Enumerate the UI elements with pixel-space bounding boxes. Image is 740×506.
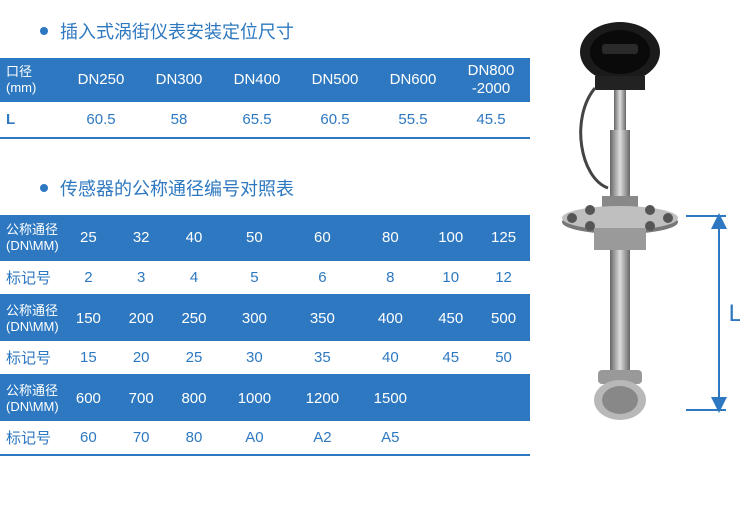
label: (mm) [6, 80, 60, 96]
cell: 250 [168, 295, 221, 341]
cell: 25 [62, 215, 115, 261]
table-row: 公称通径(DN\MM)600700800100012001500 [0, 375, 530, 421]
cell: 30 [220, 341, 288, 375]
cell: 450 [424, 295, 477, 341]
col: DN400 [218, 58, 296, 102]
cell: 100 [424, 215, 477, 261]
label: (DN\MM) [6, 238, 60, 254]
cell: A2 [288, 421, 356, 455]
flowmeter-icon [550, 18, 690, 458]
col: DN500 [296, 58, 374, 102]
col: DN600 [374, 58, 452, 102]
head-mark: 标记号 [0, 261, 62, 295]
cell: 70 [115, 421, 168, 455]
head-caliber: 口径 (mm) [0, 58, 62, 102]
head-dn: 公称通径(DN\MM) [0, 215, 62, 261]
table-dimensions: 口径 (mm) DN250 DN300 DN400 DN500 DN600 DN… [0, 58, 530, 139]
cell: 200 [115, 295, 168, 341]
cell: 125 [477, 215, 530, 261]
label: (DN\MM) [6, 399, 60, 415]
cell: 32 [115, 215, 168, 261]
head-dn: 公称通径(DN\MM) [0, 375, 62, 421]
table-reference: 公称通径(DN\MM)253240506080100125标记号23456810… [0, 215, 530, 456]
arrow-up-icon [711, 213, 727, 229]
cell: 2 [62, 261, 115, 295]
dim-tick [686, 409, 726, 411]
head-dn: 公称通径(DN\MM) [0, 295, 62, 341]
cell: 45.5 [452, 102, 530, 138]
cell: 1000 [220, 375, 288, 421]
cell: 20 [115, 341, 168, 375]
cell: 5 [220, 261, 288, 295]
cell: 1500 [356, 375, 424, 421]
table-row: 公称通径(DN\MM)253240506080100125 [0, 215, 530, 261]
cell: 150 [62, 295, 115, 341]
section2-title: 传感器的公称通径编号对照表 [0, 167, 530, 215]
cell: 50 [477, 341, 530, 375]
cell: 1200 [288, 375, 356, 421]
device-diagram: L [530, 0, 740, 506]
tables-panel: 插入式涡街仪表安装定位尺寸 口径 (mm) DN250 DN300 DN400 … [0, 0, 530, 506]
cell: 35 [288, 341, 356, 375]
cell: 500 [477, 295, 530, 341]
cell: 8 [356, 261, 424, 295]
cell: 400 [356, 295, 424, 341]
table-row: 标记号2345681012 [0, 261, 530, 295]
cell [424, 421, 477, 455]
dimension-label: L [729, 300, 740, 328]
section1-title: 插入式涡街仪表安装定位尺寸 [0, 10, 530, 58]
cell: 60.5 [296, 102, 374, 138]
cell: 800 [168, 375, 221, 421]
label: 公称通径 [6, 383, 60, 399]
cell: 40 [168, 215, 221, 261]
cell: A5 [356, 421, 424, 455]
cell: 80 [168, 421, 221, 455]
cell: 60.5 [62, 102, 140, 138]
cell: 15 [62, 341, 115, 375]
cell: 60 [62, 421, 115, 455]
cell: 45 [424, 341, 477, 375]
cell: 350 [288, 295, 356, 341]
cell: A0 [220, 421, 288, 455]
cell: 3 [115, 261, 168, 295]
cell: 4 [168, 261, 221, 295]
label: 口径 [6, 64, 60, 80]
col: DN800 -2000 [452, 58, 530, 102]
table-row: 标记号607080A0A2A5 [0, 421, 530, 455]
cell: 6 [288, 261, 356, 295]
col: DN300 [140, 58, 218, 102]
head-mark: 标记号 [0, 421, 62, 455]
cell [477, 375, 530, 421]
table-row: 标记号1520253035404550 [0, 341, 530, 375]
cell: 12 [477, 261, 530, 295]
row-label-L: L [0, 102, 62, 138]
cell: 700 [115, 375, 168, 421]
cell: 60 [288, 215, 356, 261]
cell: 600 [62, 375, 115, 421]
cell: 50 [220, 215, 288, 261]
table-row: 口径 (mm) DN250 DN300 DN400 DN500 DN600 DN… [0, 58, 530, 102]
cell: 65.5 [218, 102, 296, 138]
col: DN250 [62, 58, 140, 102]
dim-vertical [718, 215, 720, 411]
label: 公称通径 [6, 222, 60, 238]
cell: 25 [168, 341, 221, 375]
cell: 80 [356, 215, 424, 261]
label: (DN\MM) [6, 319, 60, 335]
cell: 300 [220, 295, 288, 341]
head-mark: 标记号 [0, 341, 62, 375]
table-row: 公称通径(DN\MM)150200250300350400450500 [0, 295, 530, 341]
cell: 55.5 [374, 102, 452, 138]
table-row: L 60.5 58 65.5 60.5 55.5 45.5 [0, 102, 530, 138]
cell [477, 421, 530, 455]
label: 公称通径 [6, 303, 60, 319]
cell: 10 [424, 261, 477, 295]
cell: 58 [140, 102, 218, 138]
cell [424, 375, 477, 421]
cell: 40 [356, 341, 424, 375]
